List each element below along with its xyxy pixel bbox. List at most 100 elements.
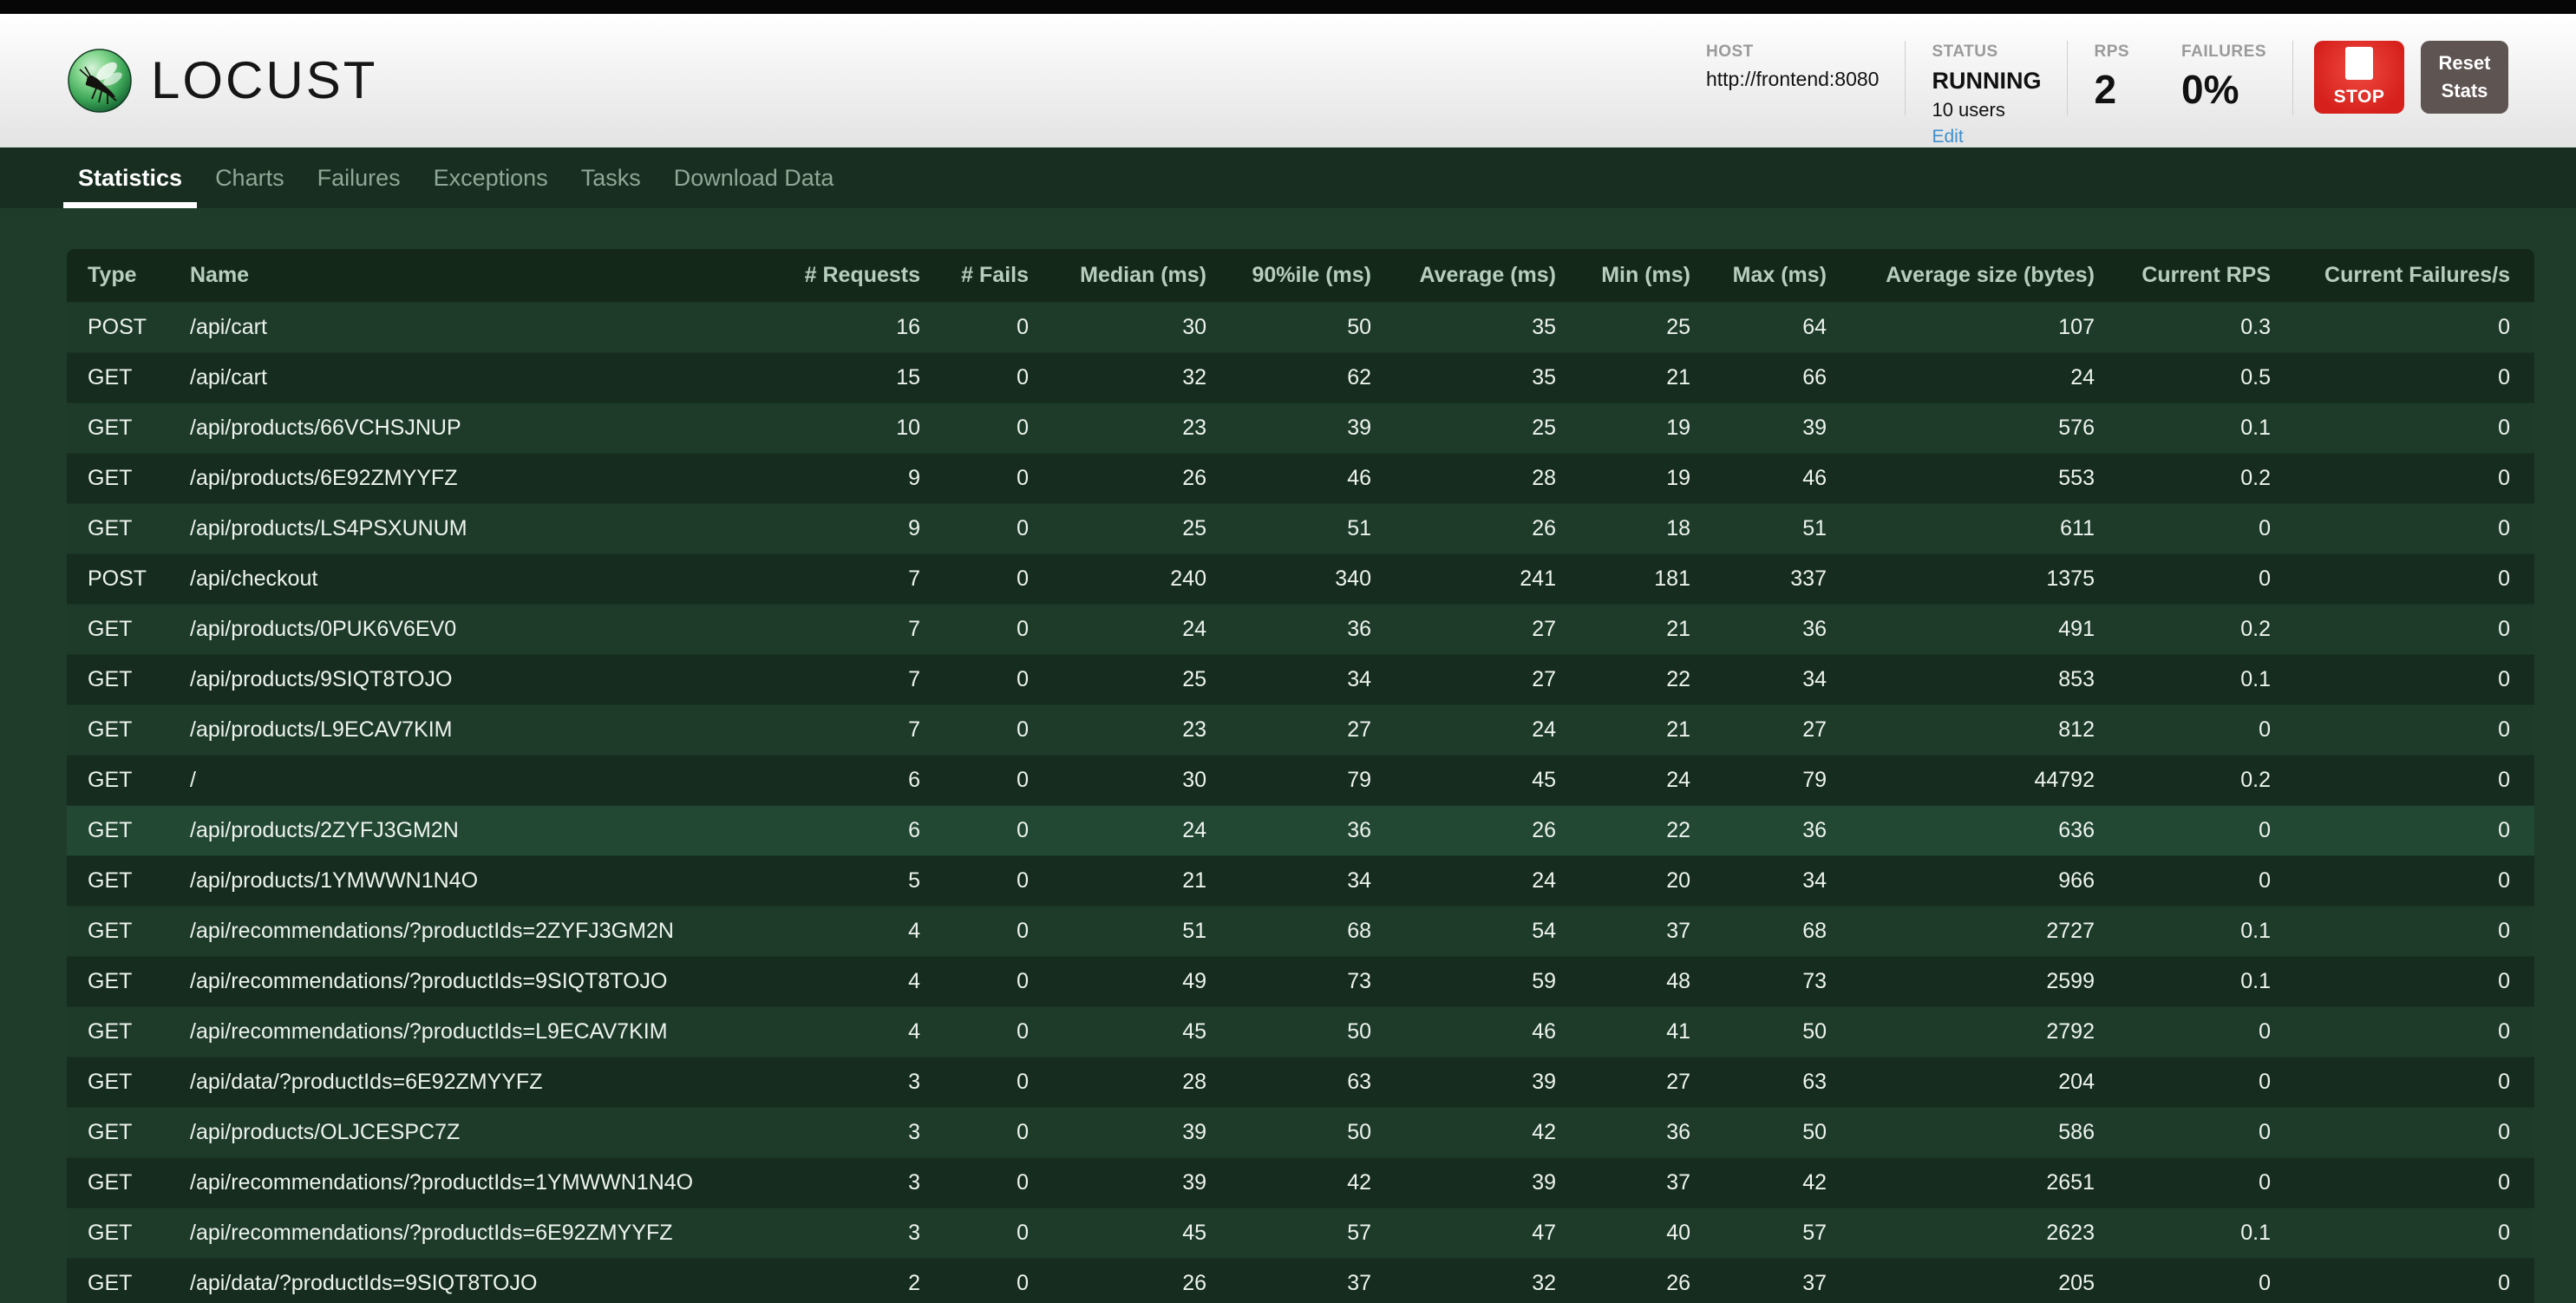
cell-method: POST <box>88 566 147 591</box>
cell-value: 25 <box>1182 515 1206 540</box>
cell-value: 63 <box>1802 1069 1827 1094</box>
column-header[interactable]: Min (ms) <box>1563 249 1697 302</box>
tab-tasks[interactable]: Tasks <box>580 164 641 191</box>
cell-method: POST <box>88 314 147 339</box>
cell-value: 0.1 <box>2240 415 2271 440</box>
stop-button[interactable]: STOP <box>2314 41 2404 114</box>
cell-name: /api/data/?productIds=9SIQT8TOJO <box>190 1270 538 1295</box>
cell-value: 0 <box>1017 415 1029 440</box>
cell-value: 37 <box>1666 1169 1690 1195</box>
tab-failures[interactable]: Failures <box>317 164 401 191</box>
table-row: GET/api/products/6E92ZMYYFZ 9 0 26 46 28 19 46 5… <box>67 453 2534 503</box>
cell-value: 0 <box>2259 1169 2271 1195</box>
cell-value: 586 <box>2058 1119 2095 1144</box>
host-value: http://frontend:8080 <box>1705 68 1880 90</box>
cell-method: GET <box>88 717 133 742</box>
reset-stats-button[interactable]: Reset Stats <box>2421 41 2508 114</box>
cell-method: GET <box>88 1169 133 1195</box>
stop-square-icon <box>2345 47 2373 80</box>
host-label: HOST <box>1705 43 1754 61</box>
failures-label: FAILURES <box>2181 43 2266 61</box>
logo-wordmark: LOCUST <box>151 51 378 109</box>
column-header[interactable]: Type <box>67 249 171 302</box>
column-header[interactable]: Current Failures/s <box>2278 249 2534 302</box>
cell-value: 36 <box>1347 616 1371 641</box>
cell-value: 19 <box>1666 465 1690 490</box>
cell-value: 0 <box>2498 868 2510 893</box>
cell-value: 0 <box>2498 364 2510 390</box>
cell-value: 42 <box>1347 1169 1371 1195</box>
cell-value: 44792 <box>2034 767 2095 792</box>
failures-block: FAILURES 0% <box>2155 41 2293 115</box>
column-header[interactable]: Current RPS <box>2102 249 2278 302</box>
cell-value: 0 <box>2498 817 2510 842</box>
cell-value: 2792 <box>2046 1018 2095 1044</box>
tab-charts[interactable]: Charts <box>215 164 284 191</box>
column-header[interactable]: Name <box>171 249 797 302</box>
tab-download-data[interactable]: Download Data <box>673 164 834 191</box>
cell-value: 7 <box>908 717 920 742</box>
cell-value: 0 <box>2498 314 2510 339</box>
cell-value: 21 <box>1666 616 1690 641</box>
table-row: GET/api/products/LS4PSXUNUM 9 0 25 51 26 18 51 6… <box>67 503 2534 553</box>
column-header[interactable]: 90%ile (ms) <box>1213 249 1378 302</box>
cell-value: 15 <box>896 364 920 390</box>
cell-value: 40 <box>1666 1220 1690 1245</box>
cell-value: 0 <box>2498 767 2510 792</box>
cell-value: 4 <box>908 968 920 993</box>
cell-value: 49 <box>1182 968 1206 993</box>
cell-value: 0 <box>2259 817 2271 842</box>
table-row: GET/api/recommendations/?productIds=L9EC… <box>67 1006 2534 1057</box>
cell-method: GET <box>88 364 133 390</box>
table-row: GET/api/products/OLJCESPC7Z 3 0 39 50 42 36 50 5… <box>67 1107 2534 1157</box>
cell-method: GET <box>88 1119 133 1144</box>
cell-value: 46 <box>1347 465 1371 490</box>
cell-method: GET <box>88 465 133 490</box>
cell-value: 2623 <box>2046 1220 2095 1245</box>
column-header[interactable]: Max (ms) <box>1697 249 1834 302</box>
locust-logo-icon <box>68 49 132 113</box>
cell-value: 24 <box>1532 717 1556 742</box>
cell-name: /api/recommendations/?productIds=L9ECAV7… <box>190 1018 668 1044</box>
tab-exceptions[interactable]: Exceptions <box>433 164 548 191</box>
cell-value: 63 <box>1347 1069 1371 1094</box>
cell-value: 0 <box>2498 1169 2510 1195</box>
cell-value: 50 <box>1347 1119 1371 1144</box>
column-header[interactable]: Average (ms) <box>1378 249 1563 302</box>
cell-value: 9 <box>908 515 920 540</box>
cell-value: 22 <box>1666 666 1690 691</box>
column-header[interactable]: # Fails <box>927 249 1036 302</box>
rps-block: RPS 2 <box>2068 41 2155 115</box>
tab-statistics[interactable]: Statistics <box>62 147 198 208</box>
cell-method: GET <box>88 817 133 842</box>
table-header-row: Type Name # Requests # Fails Median (ms) 90%i… <box>67 249 2534 302</box>
column-header[interactable]: Average size (bytes) <box>1834 249 2102 302</box>
cell-value: 6 <box>908 817 920 842</box>
cell-value: 7 <box>908 616 920 641</box>
cell-value: 32 <box>1182 364 1206 390</box>
cell-method: GET <box>88 868 133 893</box>
cell-value: 0.1 <box>2240 918 2271 943</box>
cell-name: /api/products/66VCHSJNUP <box>190 415 461 440</box>
cell-value: 34 <box>1347 666 1371 691</box>
cell-value: 26 <box>1532 515 1556 540</box>
cell-name: /api/cart <box>190 314 267 339</box>
cell-value: 45 <box>1182 1220 1206 1245</box>
cell-value: 24 <box>1182 616 1206 641</box>
cell-value: 10 <box>896 415 920 440</box>
cell-method: GET <box>88 767 133 792</box>
column-header[interactable]: Median (ms) <box>1036 249 1213 302</box>
cell-value: 107 <box>2058 314 2095 339</box>
edit-users-link[interactable]: Edit <box>1932 127 1964 147</box>
cell-value: 337 <box>1790 566 1827 591</box>
table-row: GET/api/products/L9ECAV7KIM 7 0 23 27 24 21 27 8… <box>67 704 2534 755</box>
cell-value: 27 <box>1532 666 1556 691</box>
cell-value: 30 <box>1182 767 1206 792</box>
cell-value: 576 <box>2058 415 2095 440</box>
cell-value: 2599 <box>2046 968 2095 993</box>
column-header[interactable]: # Requests <box>797 249 927 302</box>
table-row: GET/api/recommendations/?productIds=6E92… <box>67 1208 2534 1258</box>
cell-value: 3 <box>908 1069 920 1094</box>
cell-value: 51 <box>1182 918 1206 943</box>
rps-label: RPS <box>2094 43 2130 61</box>
